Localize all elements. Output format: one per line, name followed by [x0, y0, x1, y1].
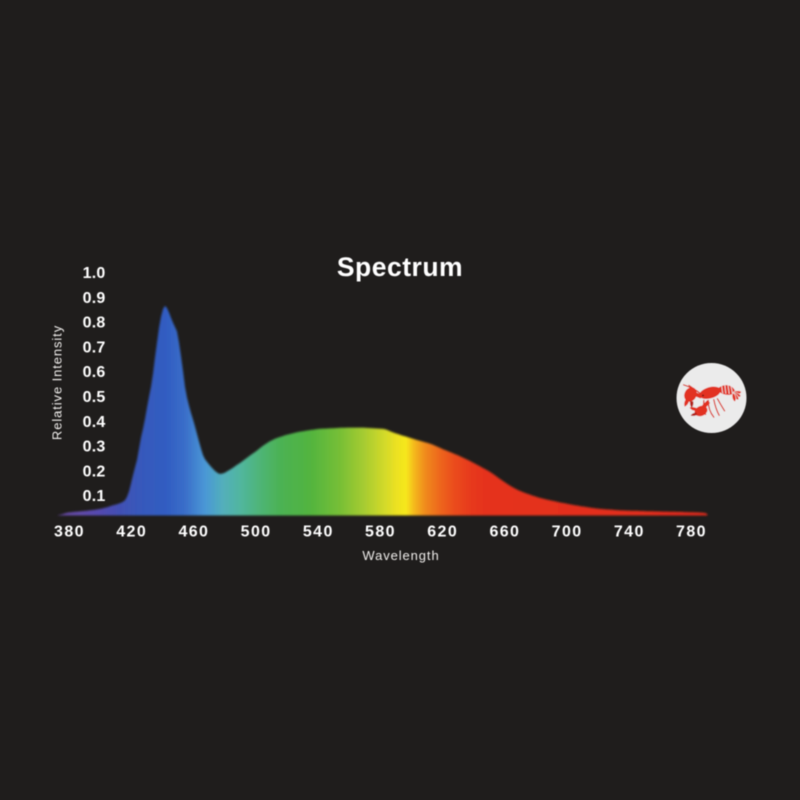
svg-text:Spectrum: Spectrum	[337, 252, 463, 282]
svg-text:740: 740	[614, 524, 645, 541]
svg-text:0.7: 0.7	[83, 339, 106, 356]
svg-text:0.8: 0.8	[83, 315, 106, 332]
svg-text:0.3: 0.3	[83, 439, 106, 456]
svg-text:0.5: 0.5	[83, 389, 106, 406]
svg-text:700: 700	[552, 524, 583, 541]
svg-text:0.6: 0.6	[83, 364, 106, 381]
svg-text:500: 500	[241, 524, 272, 541]
svg-text:460: 460	[178, 524, 209, 541]
svg-text:540: 540	[303, 524, 334, 541]
svg-text:620: 620	[427, 524, 458, 541]
svg-text:380: 380	[54, 524, 85, 541]
svg-text:0.1: 0.1	[83, 488, 106, 505]
svg-text:1.0: 1.0	[83, 265, 106, 282]
svg-text:580: 580	[365, 524, 396, 541]
svg-text:420: 420	[116, 524, 147, 541]
svg-text:0.9: 0.9	[83, 290, 106, 307]
svg-text:660: 660	[489, 524, 520, 541]
svg-text:780: 780	[676, 524, 707, 541]
svg-text:Relative Intensity: Relative Intensity	[50, 325, 65, 440]
svg-text:Wavelength: Wavelength	[362, 548, 439, 563]
svg-text:0.2: 0.2	[83, 463, 106, 480]
svg-text:0.4: 0.4	[83, 414, 106, 431]
